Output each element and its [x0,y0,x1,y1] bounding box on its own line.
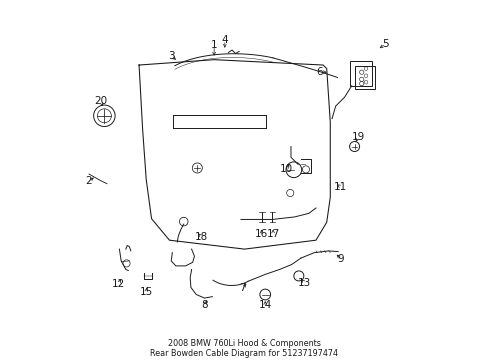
Text: 1: 1 [210,40,217,50]
Text: 12: 12 [112,279,125,289]
Text: 15: 15 [139,287,153,297]
Text: 18: 18 [195,232,208,242]
Text: 7: 7 [239,283,245,293]
Text: 5: 5 [382,39,388,49]
Text: 13: 13 [297,278,310,288]
Text: 10: 10 [280,164,293,174]
Text: Rear Bowden Cable Diagram for 51237197474: Rear Bowden Cable Diagram for 5123719747… [150,349,338,358]
Text: 3: 3 [167,51,174,61]
Text: 20: 20 [94,96,107,107]
Text: 4: 4 [221,35,228,45]
Text: 16: 16 [255,229,268,239]
Text: 19: 19 [351,132,364,142]
Text: 11: 11 [333,181,346,192]
Text: 8: 8 [201,300,207,310]
Text: 9: 9 [337,254,344,264]
Text: 2008 BMW 760Li Hood & Components: 2008 BMW 760Li Hood & Components [168,339,320,348]
Text: 17: 17 [266,229,279,239]
Text: 6: 6 [316,67,322,77]
Text: 14: 14 [258,300,271,310]
Text: 2: 2 [85,176,92,186]
